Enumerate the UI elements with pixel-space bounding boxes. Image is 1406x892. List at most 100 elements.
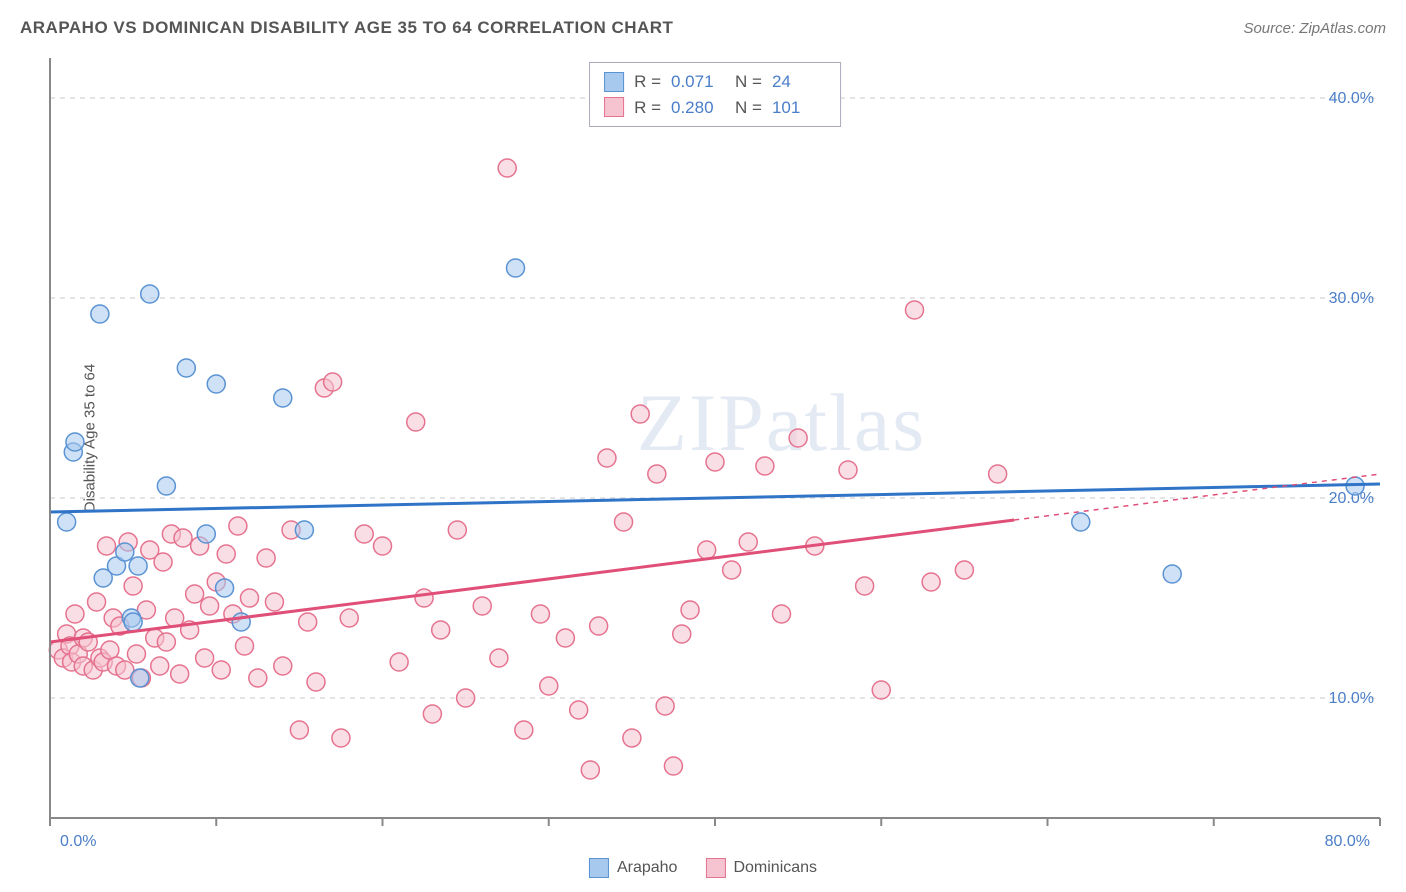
data-point — [201, 597, 219, 615]
n-value: 24 — [772, 69, 826, 95]
data-point — [673, 625, 691, 643]
data-point — [789, 429, 807, 447]
data-point — [407, 413, 425, 431]
r-label: R = — [634, 95, 661, 121]
data-point — [257, 549, 275, 567]
stats-row: R = 0.071 N = 24 — [604, 69, 826, 95]
data-point — [174, 529, 192, 547]
data-point — [98, 537, 116, 555]
data-point — [290, 721, 308, 739]
data-point — [340, 609, 358, 627]
stats-box: R =0.071N =24R =0.280N =101 — [589, 62, 841, 127]
data-point — [151, 657, 169, 675]
data-point — [265, 593, 283, 611]
data-point — [839, 461, 857, 479]
data-point — [922, 573, 940, 591]
data-point — [307, 673, 325, 691]
data-point — [739, 533, 757, 551]
y-tick-label: 40.0% — [1329, 90, 1374, 107]
data-point — [415, 589, 433, 607]
data-point — [631, 405, 649, 423]
data-point — [58, 513, 76, 531]
data-point — [872, 681, 890, 699]
data-point — [299, 613, 317, 631]
bottom-legend: Arapaho Dominicans — [589, 858, 817, 878]
header: ARAPAHO VS DOMINICAN DISABILITY AGE 35 T… — [20, 18, 1386, 38]
data-point — [423, 705, 441, 723]
data-point — [390, 653, 408, 671]
legend-item: Arapaho — [589, 858, 678, 878]
data-point — [856, 577, 874, 595]
data-point — [615, 513, 633, 531]
data-point — [664, 757, 682, 775]
data-point — [556, 629, 574, 647]
legend-swatch — [705, 858, 725, 878]
data-point — [124, 613, 142, 631]
data-point — [116, 543, 134, 561]
data-point — [623, 729, 641, 747]
data-point — [457, 689, 475, 707]
data-point — [374, 537, 392, 555]
data-point — [127, 645, 145, 663]
data-point — [88, 593, 106, 611]
data-point — [229, 517, 247, 535]
data-point — [207, 375, 225, 393]
data-point — [1163, 565, 1181, 583]
data-point — [241, 589, 259, 607]
data-point — [906, 301, 924, 319]
data-point — [473, 597, 491, 615]
data-point — [324, 373, 342, 391]
data-point — [540, 677, 558, 695]
scatter-plot: 10.0%20.0%30.0%40.0%0.0%80.0% — [50, 58, 1380, 818]
data-point — [590, 617, 608, 635]
data-point — [66, 433, 84, 451]
chart-title: ARAPAHO VS DOMINICAN DISABILITY AGE 35 T… — [20, 18, 673, 38]
data-point — [1072, 513, 1090, 531]
r-label: R = — [634, 69, 661, 95]
r-value: 0.280 — [671, 95, 725, 121]
data-point — [681, 601, 699, 619]
stats-row: R =0.280N =101 — [604, 95, 826, 121]
data-point — [131, 669, 149, 687]
data-point — [197, 525, 215, 543]
data-point — [124, 577, 142, 595]
data-point — [507, 259, 525, 277]
data-point — [515, 721, 533, 739]
data-point — [196, 649, 214, 667]
data-point — [212, 661, 230, 679]
data-point — [432, 621, 450, 639]
data-point — [216, 579, 234, 597]
data-point — [332, 729, 350, 747]
data-point — [756, 457, 774, 475]
x-tick-label: 80.0% — [1325, 833, 1370, 850]
legend-label: Arapaho — [617, 859, 678, 877]
data-point — [955, 561, 973, 579]
data-point — [656, 697, 674, 715]
data-point — [141, 285, 159, 303]
n-label: N = — [735, 95, 762, 121]
data-point — [989, 465, 1007, 483]
data-point — [154, 553, 172, 571]
data-point — [706, 453, 724, 471]
r-value: 0.071 — [671, 69, 725, 95]
data-point — [249, 669, 267, 687]
data-point — [581, 761, 599, 779]
data-point — [531, 605, 549, 623]
data-point — [490, 649, 508, 667]
y-tick-label: 10.0% — [1329, 690, 1374, 707]
data-point — [66, 605, 84, 623]
legend-swatch — [589, 858, 609, 878]
n-label: N = — [735, 69, 762, 95]
trend-line-extrapolated — [1014, 474, 1380, 520]
legend-label: Dominicans — [733, 859, 817, 877]
source-attribution: Source: ZipAtlas.com — [1243, 20, 1386, 37]
legend-swatch — [604, 72, 624, 92]
data-point — [157, 477, 175, 495]
x-tick-label: 0.0% — [60, 833, 96, 850]
legend-item: Dominicans — [705, 858, 817, 878]
data-point — [274, 657, 292, 675]
data-point — [498, 159, 516, 177]
data-point — [355, 525, 373, 543]
data-point — [177, 359, 195, 377]
data-point — [274, 389, 292, 407]
